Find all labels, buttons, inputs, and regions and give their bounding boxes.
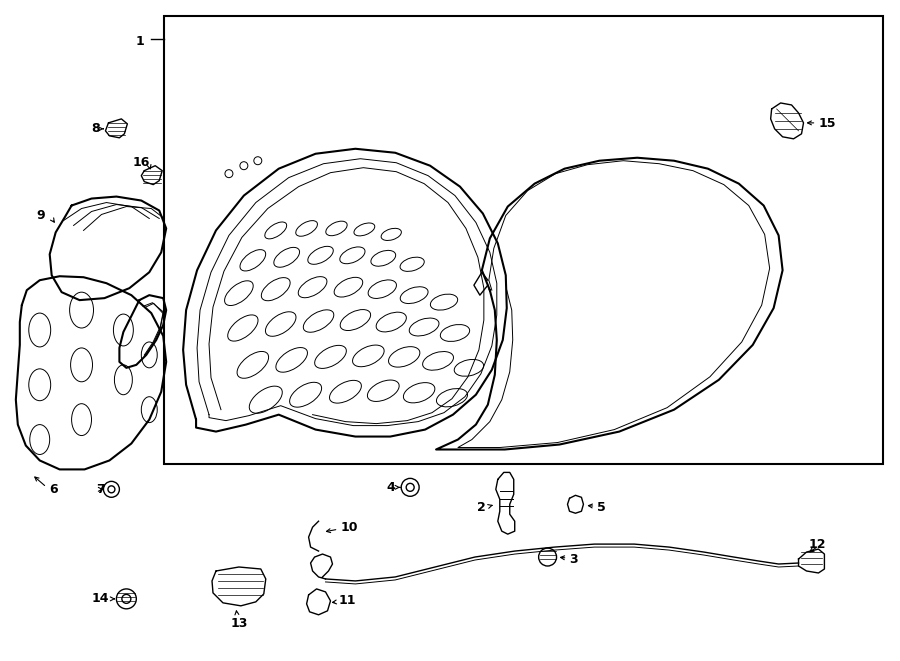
Text: 7: 7 <box>96 483 105 496</box>
Text: 13: 13 <box>230 617 248 630</box>
Text: 11: 11 <box>338 594 356 607</box>
Text: 2: 2 <box>477 501 486 514</box>
Text: 9: 9 <box>36 209 45 222</box>
Text: 14: 14 <box>92 592 110 605</box>
Bar <box>164 17 883 465</box>
Text: 3: 3 <box>570 553 578 566</box>
Text: 1: 1 <box>136 35 144 48</box>
Text: 10: 10 <box>340 521 358 533</box>
Text: 4: 4 <box>386 481 395 494</box>
Text: 8: 8 <box>91 122 100 136</box>
Text: 12: 12 <box>808 537 826 551</box>
Text: 15: 15 <box>818 118 836 130</box>
Text: 6: 6 <box>50 483 58 496</box>
Text: 5: 5 <box>598 501 606 514</box>
Text: 16: 16 <box>132 156 150 169</box>
